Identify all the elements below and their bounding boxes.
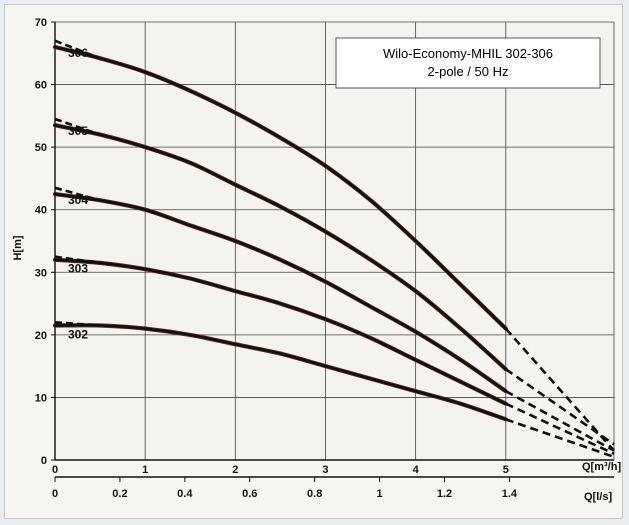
series-extension-dash [505,402,615,455]
y-tick-label: 50 [35,142,47,154]
x-secondary-tick-label: 0.6 [242,488,257,500]
series-line [53,123,508,371]
series-shutoff-dash [54,117,101,136]
series-shutoff-dash [54,321,101,327]
chart-title-box: Wilo-Economy-MHIL 302-306 2-pole / 50 Hz [335,37,601,89]
series-line [53,45,508,330]
y-tick-label: 40 [35,205,47,217]
plot-area [55,22,614,460]
x-secondary-tick-label: 0.4 [177,488,193,500]
x-tick-label: 4 [413,464,420,476]
x-tick-label: 1 [142,464,148,476]
y-tick-label: 60 [35,80,47,92]
x-secondary-tick-label: 0 [52,488,58,500]
y-tick-label: 0 [41,455,47,467]
series-303 [52,255,615,455]
x-secondary-tick-label: 1 [377,488,383,500]
x-tick-label: 3 [322,464,328,476]
x-axis-secondary-title: Q[l/s] [584,491,612,503]
y-tick-label: 10 [35,392,47,404]
y-tick-label: 70 [35,17,47,29]
series-label: 306 [68,46,88,60]
series-line [53,192,508,393]
y-tick-label: 20 [35,330,47,342]
series-line [53,258,508,405]
chart-title: Wilo-Economy-MHIL 302-306 [383,46,553,61]
series-extension-dash [505,390,615,452]
x-axis-title: Q[m³/h] [582,461,621,473]
y-tick-label: 30 [35,267,47,279]
series-shutoff-dash [54,255,101,265]
series-label: 305 [68,124,88,138]
series-302 [52,321,615,459]
series-label: 303 [68,262,88,276]
x-tick-label: 5 [503,464,509,476]
series-label: 304 [68,193,88,207]
series-extension-dash [505,418,615,459]
x-tick-label: 2 [232,464,238,476]
series-shutoff-dash [54,39,101,60]
x-secondary-tick-label: 1.2 [437,488,452,500]
series-305 [52,117,615,446]
series-label: 302 [68,327,88,341]
series-304 [52,186,615,452]
x-tick-label: 0 [52,464,58,476]
x-secondary-tick-label: 1.4 [502,488,518,500]
chart-subtitle: 2-pole / 50 Hz [428,64,509,79]
series-extension-dash [505,368,615,446]
series-shutoff-dash [54,186,101,202]
x-secondary-tick-label: 0.2 [112,488,127,500]
x-secondary-tick-label: 0.8 [307,488,322,500]
series-line [53,323,508,421]
y-axis-title: H[m] [12,235,24,260]
